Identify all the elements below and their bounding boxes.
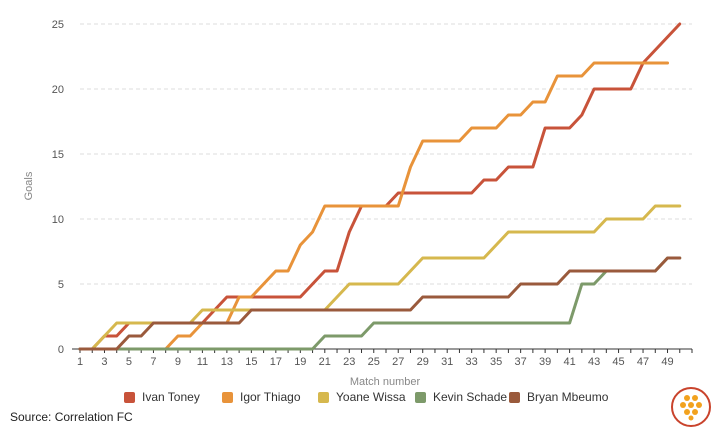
x-tick-label: 41 (563, 356, 575, 368)
y-axis-title: Goals (23, 171, 35, 200)
x-tick-label: 11 (197, 356, 208, 368)
x-tick-label: 27 (392, 356, 404, 368)
x-tick-label: 1 (77, 356, 83, 368)
x-tick-label: 5 (126, 356, 132, 368)
y-tick-label: 20 (52, 84, 64, 96)
x-tick-label: 39 (539, 356, 551, 368)
x-axis-title: Match number (350, 376, 421, 388)
x-axis: 1 3 5 7 9 11 13 15 17 19 21 23 25 27 29 31 33 35 37 39 41 43 4… (72, 348, 693, 368)
gridlines (80, 23, 692, 285)
source-note: Source: Correlation FC (10, 410, 133, 424)
x-tick-label: 15 (245, 356, 257, 368)
x-tick-label: 47 (637, 356, 649, 368)
x-tick-label: 37 (515, 356, 527, 368)
x-tick-label: 9 (175, 356, 181, 368)
legend-label: Ivan Toney (142, 390, 200, 404)
x-tick-label: 29 (417, 356, 429, 368)
y-tick-label: 0 (58, 344, 64, 356)
x-tick-label: 25 (368, 356, 380, 368)
x-tick-label: 35 (490, 356, 502, 368)
legend-swatch (124, 392, 135, 403)
legend-swatch (509, 392, 520, 403)
x-tick-label: 23 (343, 356, 355, 368)
legend-swatch (222, 392, 233, 403)
series-line-ivan-toney (78, 22, 682, 351)
x-tick-label: 31 (441, 356, 453, 368)
legend-label: Kevin Schade (433, 390, 507, 404)
x-tick-label: 19 (294, 356, 306, 368)
y-tick-label: 15 (52, 149, 64, 161)
series-lines (78, 22, 682, 351)
series-line-igor-thiago (78, 61, 670, 351)
x-tick-label: 21 (319, 356, 331, 368)
series-line-yoane-wissa (78, 204, 682, 351)
legend: Ivan Toney Igor Thiago Yoane Wissa Kevin Sc… (124, 390, 609, 404)
x-tick-label: 49 (661, 356, 673, 368)
legend-label: Yoane Wissa (336, 390, 406, 404)
legend-swatch (415, 392, 426, 403)
x-tick-label: 3 (101, 356, 107, 368)
y-tick-label: 10 (52, 214, 64, 226)
series-line-kevin-schade (78, 256, 682, 351)
legend-label: Igor Thiago (240, 390, 301, 404)
y-axis: 0 5 10 15 20 25 (52, 19, 64, 356)
legend-label: Bryan Mbeumo (527, 390, 609, 404)
x-tick-label: 13 (221, 356, 233, 368)
hexagon-cluster-logo-icon (670, 386, 712, 428)
x-tick-label: 33 (466, 356, 478, 368)
x-tick-label: 7 (150, 356, 156, 368)
x-tick-label: 17 (270, 356, 282, 368)
y-tick-label: 25 (52, 19, 64, 31)
legend-swatch (318, 392, 329, 403)
x-tick-label: 43 (588, 356, 600, 368)
series-line-bryan-mbeumo (78, 256, 682, 351)
x-tick-label: 45 (612, 356, 624, 368)
y-tick-label: 5 (58, 279, 64, 291)
